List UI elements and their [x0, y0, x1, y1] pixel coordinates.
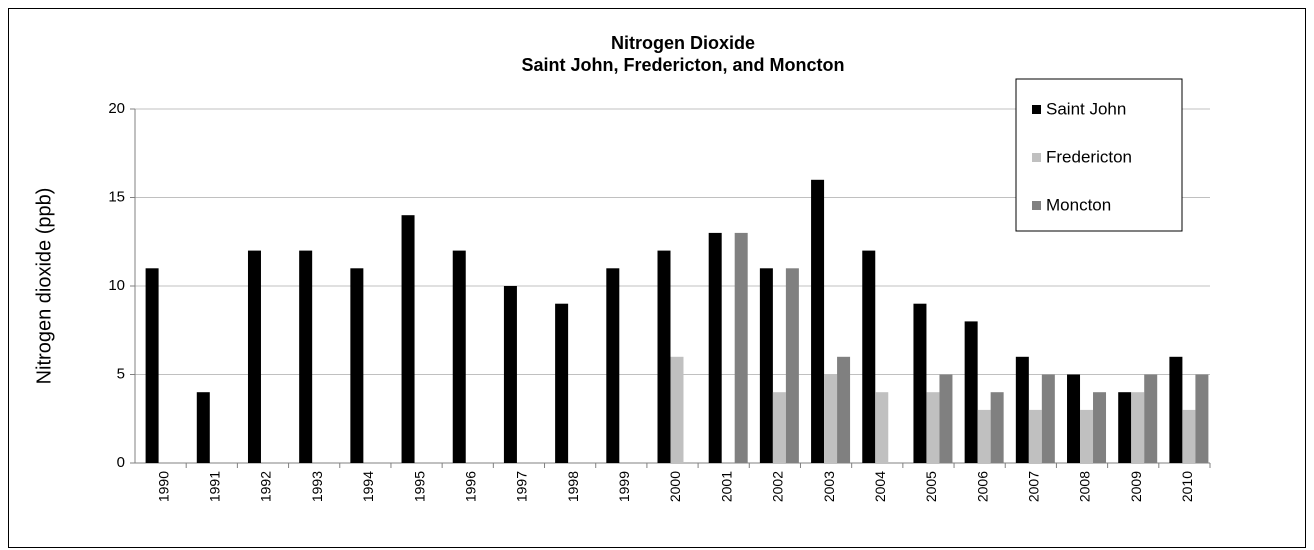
- chart-title: Nitrogen Dioxide: [611, 33, 755, 53]
- bar: [1169, 356, 1183, 463]
- bar: [785, 268, 799, 463]
- bar: [401, 215, 415, 463]
- bar: [196, 392, 210, 463]
- bar: [247, 250, 261, 463]
- bar: [913, 303, 927, 463]
- bar: [1182, 409, 1196, 463]
- bar: [606, 268, 620, 463]
- bar: [759, 268, 773, 463]
- x-tick-label: 1992: [258, 471, 274, 502]
- bar: [1080, 409, 1094, 463]
- x-tick-label: 1999: [616, 471, 632, 502]
- bar: [503, 286, 517, 463]
- x-tick-label: 2009: [1128, 471, 1144, 502]
- bar: [837, 356, 851, 463]
- x-tick-label: 1990: [155, 471, 171, 502]
- y-tick-label: 10: [108, 277, 125, 294]
- x-tick-label: 1997: [514, 471, 530, 502]
- bar: [145, 268, 159, 463]
- legend-label: Moncton: [1046, 195, 1111, 214]
- bar: [657, 250, 671, 463]
- x-tick-label: 1998: [565, 471, 581, 502]
- bar: [670, 356, 684, 463]
- bar: [1131, 392, 1145, 463]
- bar: [1028, 409, 1042, 463]
- x-tick-label: 1991: [206, 471, 222, 502]
- y-axis-label: Nitrogen dioxide (ppb): [33, 188, 55, 385]
- bar: [824, 374, 838, 463]
- bar: [708, 232, 722, 463]
- bar: [875, 392, 889, 463]
- x-tick-label: 1996: [462, 471, 478, 502]
- bar: [350, 268, 364, 463]
- y-tick-label: 20: [108, 100, 125, 117]
- x-tick-label: 2001: [718, 471, 734, 502]
- bar: [555, 303, 569, 463]
- bar: [964, 321, 978, 463]
- x-tick-label: 2002: [770, 471, 786, 502]
- x-tick-label: 2008: [1077, 471, 1093, 502]
- bar: [1041, 374, 1055, 463]
- bar: [939, 374, 953, 463]
- bar: [1067, 374, 1081, 463]
- bar: [1093, 392, 1107, 463]
- bar: [862, 250, 876, 463]
- bar: [772, 392, 786, 463]
- bar: [452, 250, 466, 463]
- x-tick-label: 2003: [821, 471, 837, 502]
- bar: [926, 392, 940, 463]
- legend-label: Saint John: [1046, 99, 1126, 118]
- legend-swatch: [1032, 105, 1041, 114]
- bar: [734, 232, 748, 463]
- x-tick-label: 2004: [872, 471, 888, 502]
- x-tick-label: 2010: [1179, 471, 1195, 502]
- bar: [811, 179, 825, 464]
- legend-label: Fredericton: [1046, 147, 1132, 166]
- bar: [1015, 356, 1029, 463]
- x-tick-label: 1993: [309, 471, 325, 502]
- y-tick-label: 5: [117, 365, 125, 382]
- chart-subtitle: Saint John, Fredericton, and Moncton: [521, 55, 844, 75]
- bar: [990, 392, 1004, 463]
- legend-box: [1015, 78, 1183, 232]
- legend-swatch: [1032, 201, 1041, 210]
- x-tick-label: 2005: [923, 471, 939, 502]
- bar: [1144, 374, 1158, 463]
- bar: [299, 250, 313, 463]
- bar: [977, 409, 991, 463]
- x-tick-label: 2006: [974, 471, 990, 502]
- x-tick-label: 1995: [411, 471, 427, 502]
- x-tick-label: 1994: [360, 471, 376, 502]
- x-tick-label: 2007: [1026, 471, 1042, 502]
- bar: [1195, 374, 1209, 463]
- bar: [1118, 392, 1132, 463]
- x-tick-label: 2000: [667, 471, 683, 502]
- y-tick-label: 0: [117, 454, 125, 471]
- legend-swatch: [1032, 153, 1041, 162]
- y-tick-label: 15: [108, 188, 125, 205]
